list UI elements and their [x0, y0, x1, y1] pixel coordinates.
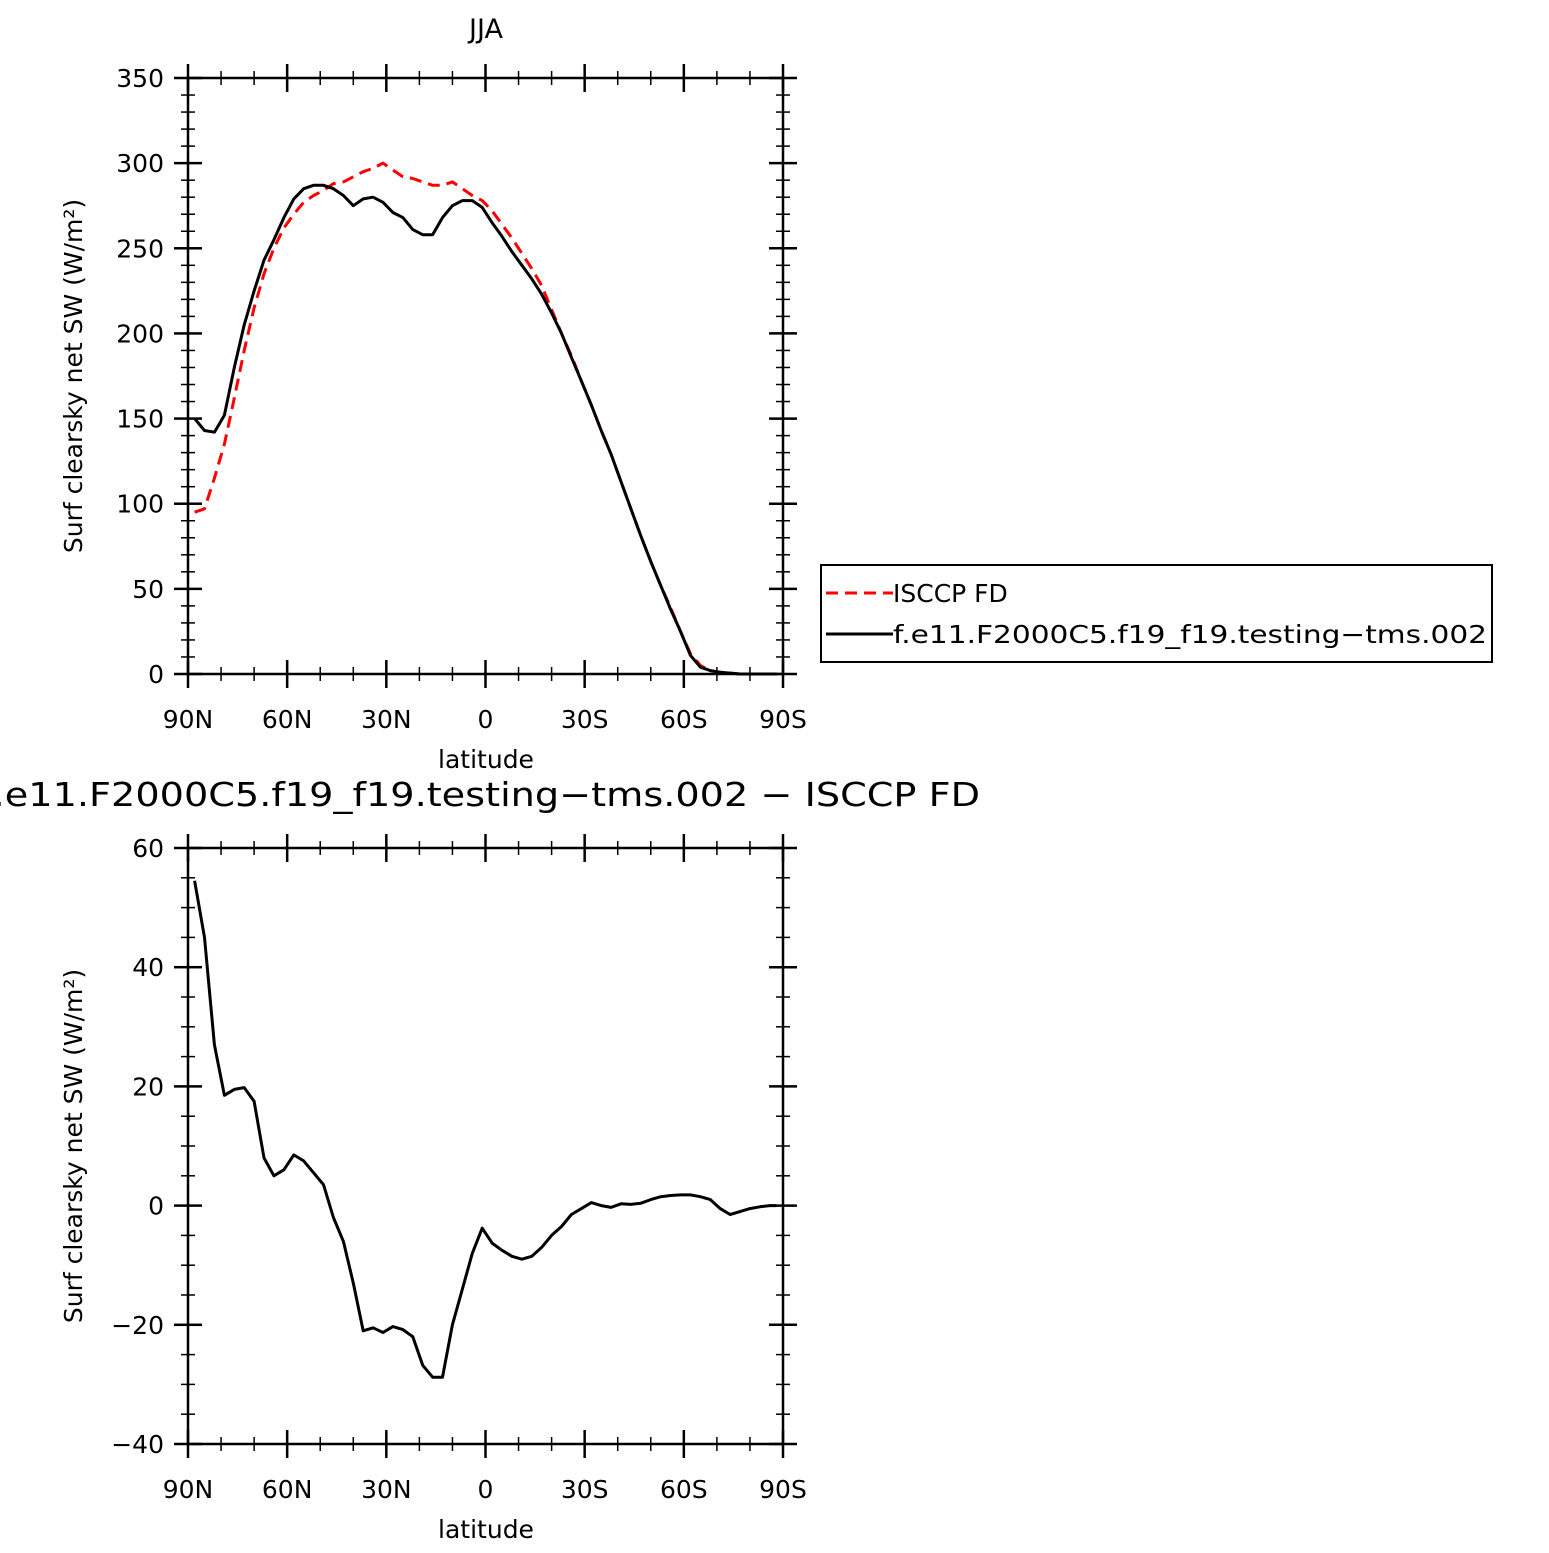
- bottom-x-axis-label: latitude: [438, 1515, 534, 1544]
- bottom-panel: f.e11.F2000C5.f19_f19.testing−tms.002 − …: [0, 775, 980, 1544]
- bot-series-line-0: [193, 880, 777, 1379]
- bottom-plot-frame: [186, 846, 785, 1446]
- top-y-tick-label: 100: [116, 490, 164, 519]
- top-series-line-0: [194, 161, 777, 676]
- top-plot-frame: [186, 76, 785, 676]
- bot-x-tick-label: 90N: [163, 1475, 214, 1504]
- top-x-tick-label: 60S: [660, 705, 708, 734]
- bot-x-tick-label: 30N: [361, 1475, 412, 1504]
- top-y-tick-label: 150: [116, 405, 164, 434]
- bottom-chart-title: f.e11.F2000C5.f19_f19.testing−tms.002 − …: [0, 775, 980, 814]
- bot-x-tick-label: 30S: [561, 1475, 609, 1504]
- legend-label-model: f.e11.F2000C5.f19_f19.testing−tms.002: [893, 620, 1487, 649]
- bot-x-tick-label: 60S: [660, 1475, 708, 1504]
- top-y-tick-label: 300: [116, 149, 164, 178]
- bot-y-tick-label: 40: [132, 953, 164, 982]
- top-y-tick-label: 200: [116, 319, 164, 348]
- legend: ISCCP FD f.e11.F2000C5.f19_f19.testing−t…: [820, 564, 1493, 663]
- bot-y-tick-label: 60: [132, 834, 164, 863]
- top-y-axis-label: Surf clearsky net SW (W/m²): [59, 199, 88, 553]
- top-x-axis-label: latitude: [438, 745, 534, 774]
- bot-y-tick-label: 20: [132, 1072, 164, 1101]
- bot-x-tick-label: 90S: [759, 1475, 807, 1504]
- top-chart-title: JJA: [467, 14, 503, 45]
- top-y-tick-label: 0: [148, 660, 164, 689]
- top-series-line-1: [193, 183, 777, 676]
- legend-label-isccp: ISCCP FD: [893, 579, 1008, 608]
- bot-y-tick-label: −40: [111, 1430, 164, 1459]
- legend-box: [820, 564, 1493, 663]
- top-x-tick-label: 60N: [262, 705, 313, 734]
- top-panel: JJA 0 50 100 150 200 250 300 350 90N 60N 30N 0 30S 60…: [59, 14, 1493, 774]
- bot-x-tick-label: 60N: [262, 1475, 313, 1504]
- top-x-tick-label: 30N: [361, 705, 412, 734]
- bot-y-tick-label: −20: [111, 1311, 164, 1340]
- top-x-tick-label: 90S: [759, 705, 807, 734]
- top-y-tick-label: 350: [116, 64, 164, 93]
- top-x-tick-label: 30S: [561, 705, 609, 734]
- bot-x-tick-label: 0: [478, 1475, 494, 1504]
- bot-y-tick-label: 0: [148, 1192, 164, 1221]
- top-y-tick-label: 50: [132, 575, 164, 604]
- top-x-tick-label: 90N: [163, 705, 214, 734]
- top-x-tick-label: 0: [478, 705, 494, 734]
- bottom-y-axis-label: Surf clearsky net SW (W/m²): [59, 969, 88, 1323]
- top-y-tick-label: 250: [116, 234, 164, 263]
